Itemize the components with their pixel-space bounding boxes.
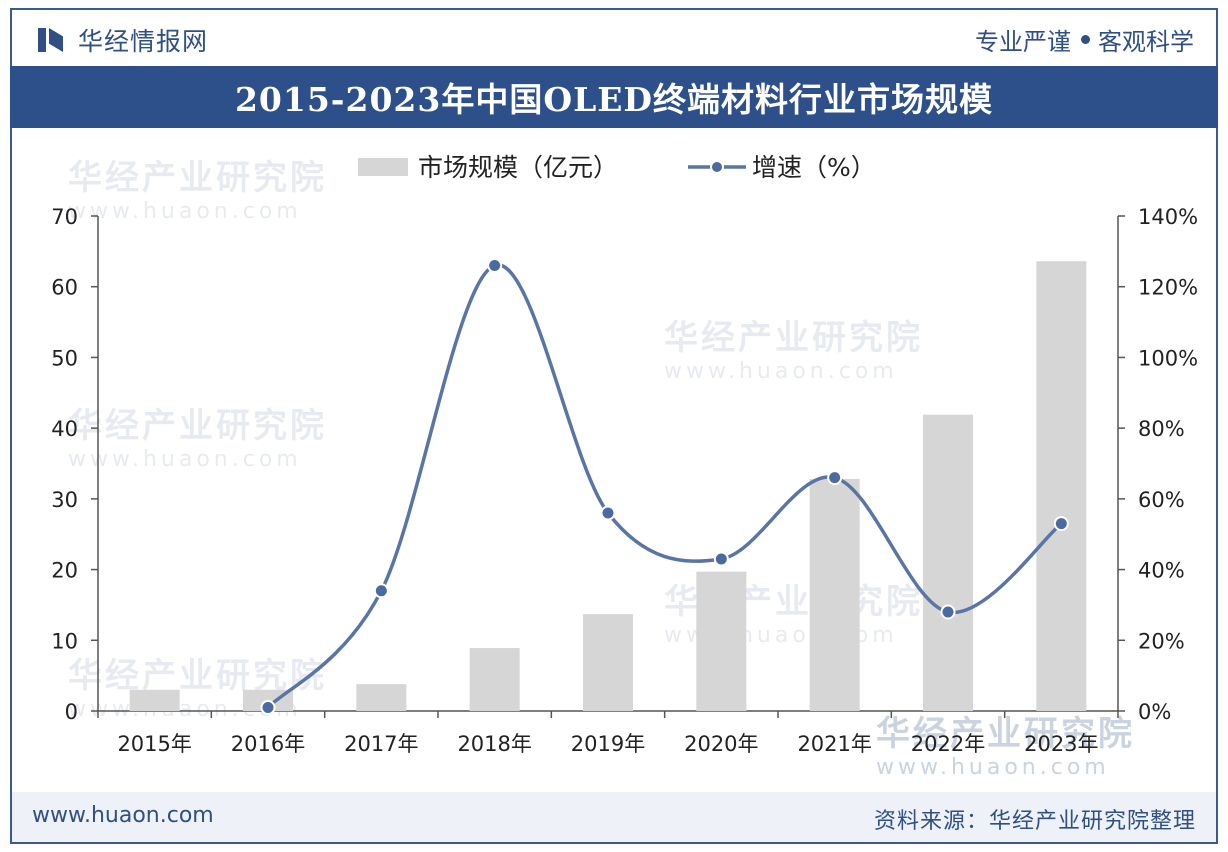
- x-tick-label: 2023年: [1024, 732, 1098, 756]
- bar: [469, 648, 520, 711]
- growth-point: [827, 470, 843, 486]
- y-left-tick-label: 70: [51, 205, 78, 229]
- y-right-tick-label: 100%: [1138, 346, 1198, 370]
- bar: [809, 479, 860, 711]
- growth-point: [1053, 516, 1069, 532]
- y-left-tick-label: 0: [65, 700, 78, 724]
- x-tick-label: 2016年: [231, 732, 305, 756]
- x-tick-label: 2020年: [684, 732, 758, 756]
- y-right-tick-label: 120%: [1138, 276, 1198, 300]
- bar: [356, 684, 407, 711]
- x-tick-label: 2019年: [571, 732, 645, 756]
- y-right-tick-label: 80%: [1138, 417, 1185, 441]
- slogan-part2: 客观科学: [1098, 28, 1194, 56]
- bar: [129, 689, 180, 711]
- legend-line-label: 增速（%）: [752, 153, 876, 182]
- y-right-tick-label: 60%: [1138, 488, 1185, 512]
- y-right-tick-label: 0%: [1138, 700, 1171, 724]
- bar: [1036, 261, 1087, 711]
- y-right-tick-label: 40%: [1138, 559, 1185, 583]
- y-left-tick-label: 10: [51, 629, 78, 653]
- y-left-tick-label: 40: [51, 417, 78, 441]
- growth-line: [266, 263, 1063, 709]
- x-tick-label: 2018年: [457, 732, 531, 756]
- bar: [923, 414, 973, 711]
- growth-point: [260, 699, 276, 715]
- brand: 华经情报网: [36, 22, 208, 58]
- footer-source: 资料来源：华经产业研究院整理: [873, 809, 1196, 834]
- y-left-tick-label: 60: [51, 276, 78, 300]
- bar: [583, 614, 633, 711]
- legend-line-marker: [710, 160, 724, 174]
- growth-point: [940, 604, 956, 620]
- y-left-tick-label: 30: [51, 488, 78, 512]
- growth-point: [487, 258, 503, 273]
- slogan-dot-icon: [1081, 35, 1090, 44]
- y-right-tick-label: 20%: [1138, 629, 1185, 653]
- brand-name: 华经情报网: [78, 27, 209, 56]
- chart-title: 2015-2023年中国OLED终端材料行业市场规模: [10, 66, 1218, 128]
- slogan-part1: 专业严谨: [975, 28, 1071, 56]
- y-left-tick-label: 20: [51, 559, 78, 583]
- legend-bar-label: 市场规模（亿元）: [418, 153, 618, 182]
- growth-point: [713, 551, 729, 567]
- footer-bar: www.huaon.com 资料来源：华经产业研究院整理: [12, 792, 1216, 842]
- x-tick-label: 2015年: [117, 732, 191, 756]
- growth-point: [373, 583, 389, 599]
- y-left-tick-label: 50: [51, 346, 78, 370]
- growth-point: [600, 505, 616, 521]
- slogan: 专业严谨 客观科学: [975, 22, 1194, 57]
- x-tick-label: 2017年: [344, 732, 418, 756]
- x-tick-label: 2022年: [911, 732, 985, 756]
- bar: [696, 571, 747, 711]
- y-right-tick-label: 140%: [1138, 205, 1198, 229]
- brand-logo-icon: [36, 26, 66, 54]
- legend-bar-swatch: [358, 158, 408, 176]
- x-tick-label: 2021年: [797, 732, 871, 756]
- footer-website: www.huaon.com: [32, 803, 214, 828]
- top-bar: 华经情报网 专业严谨 客观科学: [10, 14, 1218, 62]
